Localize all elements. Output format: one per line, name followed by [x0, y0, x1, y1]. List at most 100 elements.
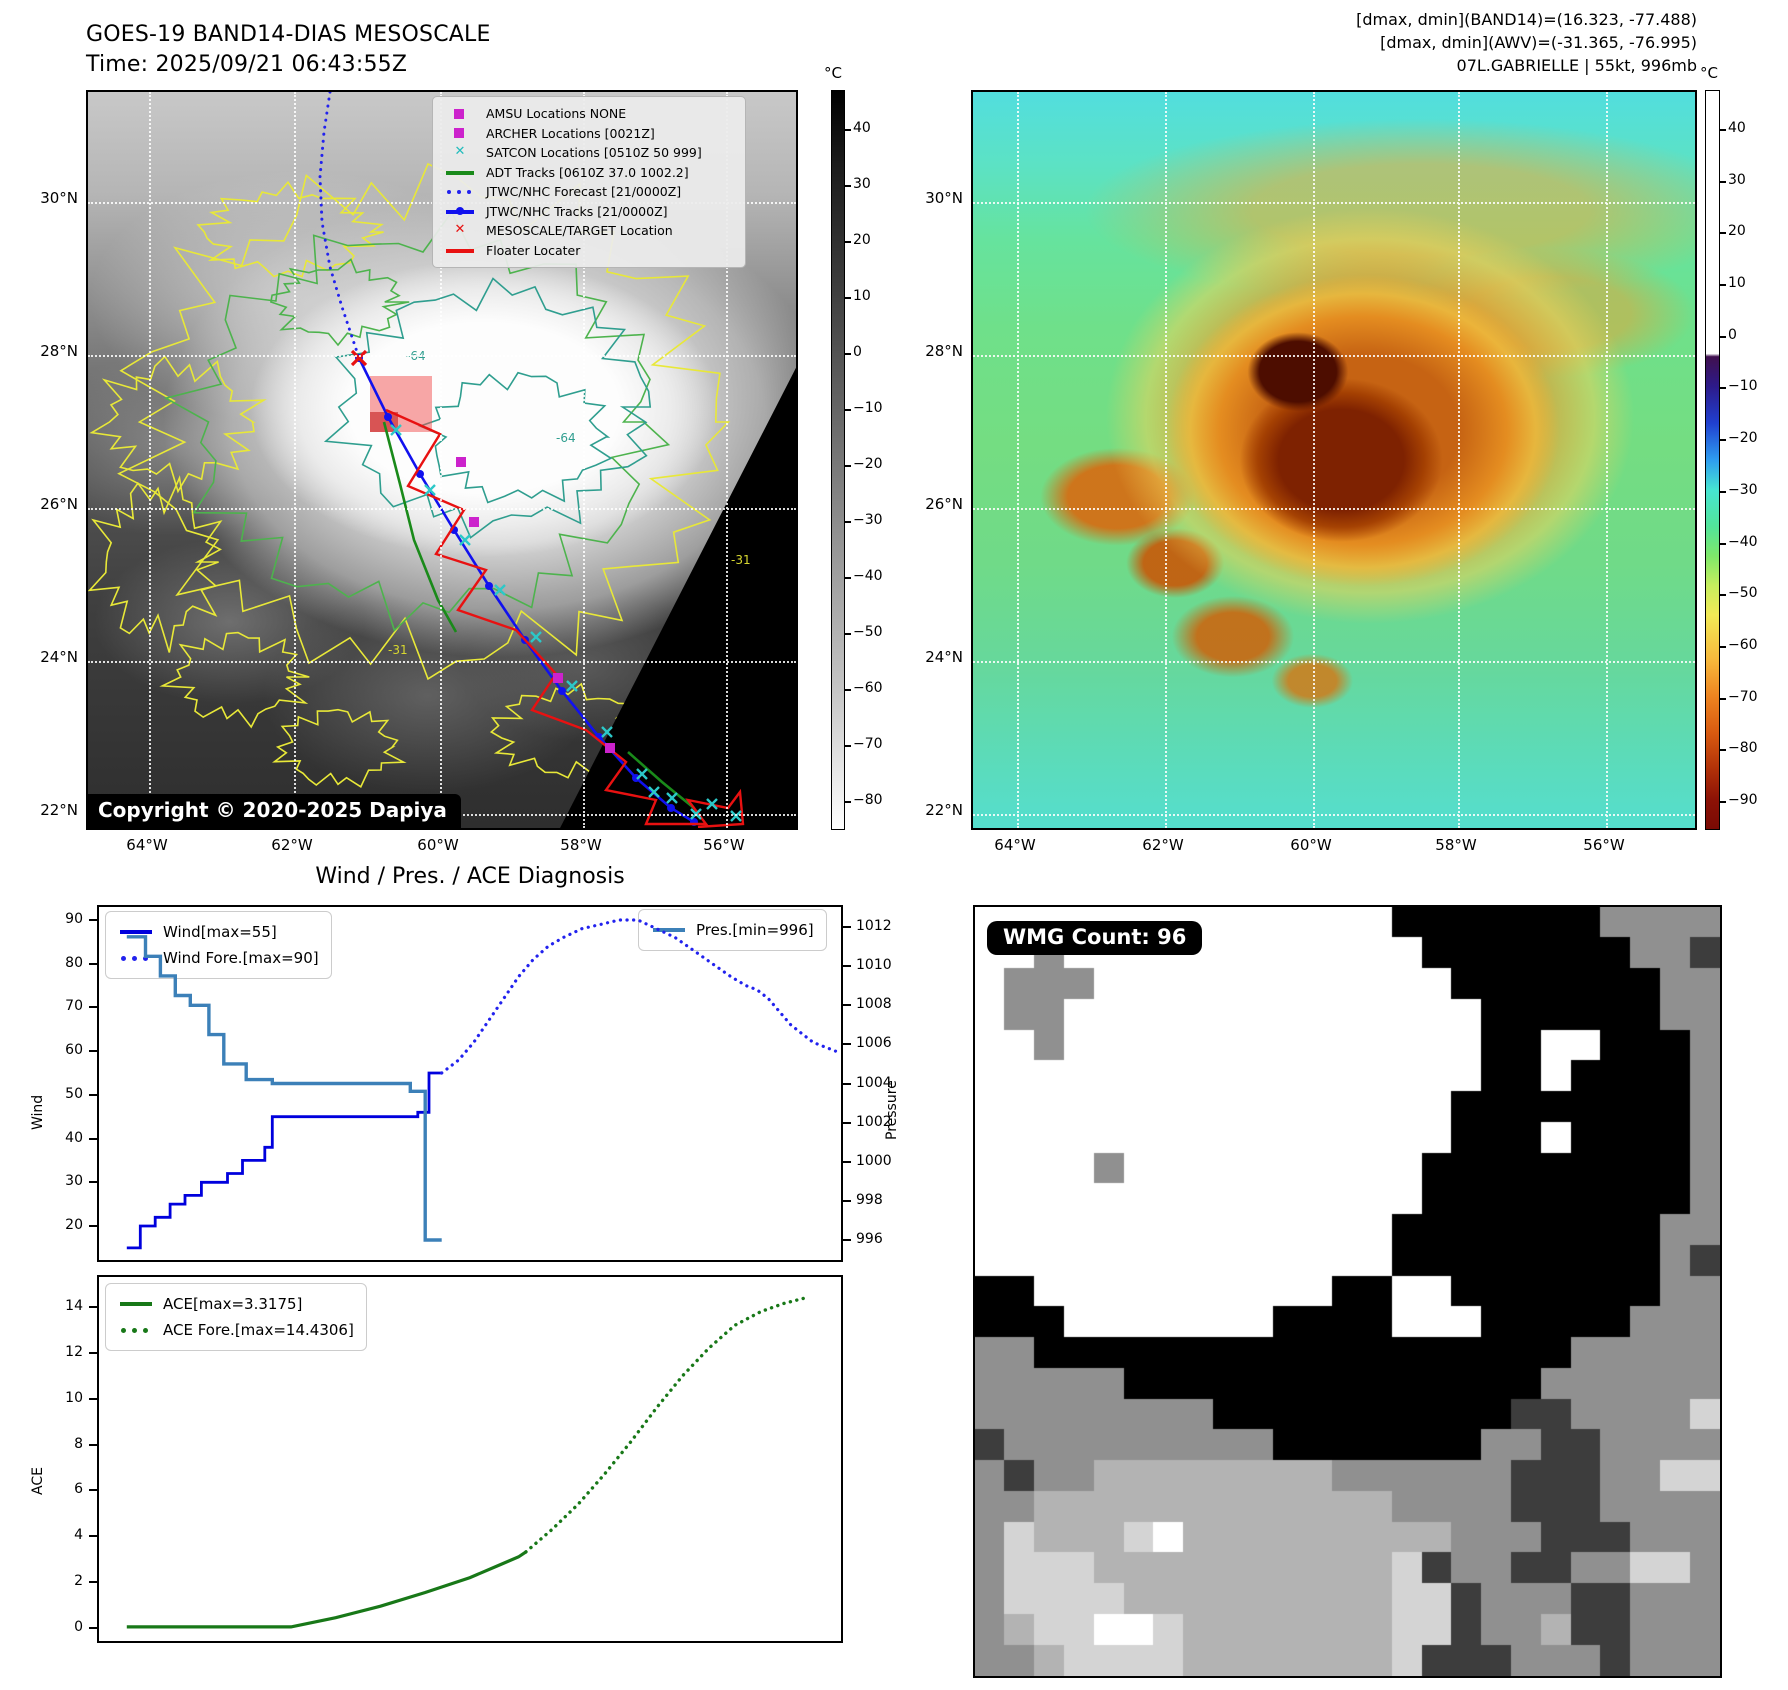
goes-colorbar-tick-label: −40 [853, 568, 883, 584]
goes-colorbar-tick-label: 20 [853, 232, 871, 248]
goes-colorbar-tick-mark [845, 801, 851, 803]
ir-lat-tick-label: 22°N [925, 801, 963, 819]
wind-axis-tick-label: 20 [65, 1216, 83, 1233]
wmg-count-badge: WMG Count: 96 [987, 921, 1203, 955]
ace-axis-tick-label: 6 [74, 1481, 83, 1498]
svg-text:-31: -31 [731, 553, 751, 567]
ir-colorbar-tick-label: 30 [1728, 171, 1746, 188]
line-swatch-icon [443, 243, 477, 257]
goes-satellite-map: -64 -64 -31 -31 AMSU Locations NONE ARCHER L… [86, 90, 798, 830]
grid-line-lon [1606, 92, 1608, 828]
goes-colorbar-tick-mark [845, 353, 851, 355]
ir-colorbar-tick-label: −20 [1728, 430, 1758, 447]
ace-axis-tick-mark [89, 1627, 97, 1629]
ace-legend: ACE[max=3.3175] ACE Fore.[max=14.4306] [105, 1283, 367, 1351]
chart-legend-label: Pres.[min=996] [696, 921, 814, 939]
dot-icon [121, 1328, 126, 1333]
goes-colorbar-unit: °C [824, 64, 842, 82]
map-legend-item: ARCHER Locations [0021Z] [443, 124, 735, 144]
ir-lon-tick-label: 56°W [1583, 836, 1625, 854]
pressure-axis-tick-mark [843, 1043, 851, 1046]
ace-axis-tick-label: 0 [74, 1619, 83, 1635]
goes-title-line2: Time: 2025/09/21 06:43:55Z [86, 52, 408, 77]
goes-lat-tick-label: 26°N [40, 495, 78, 513]
map-legend-label: JTWC/NHC Forecast [21/0000Z] [486, 184, 682, 200]
wind-axis-tick-mark [89, 962, 97, 965]
grid-line-lon [726, 92, 728, 828]
ir-colorbar-tick-mark [1720, 129, 1726, 131]
chart-legend-item: Wind[max=55] [118, 919, 319, 945]
ir-title-line3: 07L.GABRIELLE | 55kt, 996mb [1456, 56, 1697, 75]
map-legend-item: ✕ MESOSCALE/TARGET Location [443, 221, 735, 241]
map-legend-label: SATCON Locations [0510Z 50 999] [486, 145, 702, 161]
goes-colorbar-tick-mark [845, 241, 851, 243]
pressure-axis-tick-label: 1002 [856, 1113, 892, 1130]
pressure-axis-tick-label: 1008 [856, 996, 892, 1013]
pressure-axis-tick-label: 996 [856, 1231, 883, 1247]
ir-colorbar-tick-mark [1720, 594, 1726, 597]
chart-series-svg [126, 1296, 808, 1629]
goes-lat-tick-label: 22°N [40, 801, 78, 819]
line-icon [120, 930, 152, 934]
grid-line-lon [294, 92, 296, 828]
wind-axis-tick-label: 30 [65, 1173, 83, 1190]
map-legend-item: AMSU Locations NONE [443, 104, 735, 124]
grid-line-lon [149, 92, 151, 828]
dot-icon [447, 189, 451, 194]
goes-colorbar-tick-label: −70 [853, 736, 883, 752]
dotted-line-swatch-icon [118, 1323, 154, 1337]
diagnosis-title: Wind / Pres. / ACE Diagnosis [315, 864, 625, 889]
ir-colorbar-tick-mark [1720, 801, 1726, 803]
ir-colorbar-tick-label: 40 [1728, 120, 1746, 136]
grid-line-lat [973, 508, 1695, 510]
chart-legend-label: ACE[max=3.3175] [163, 1295, 303, 1313]
wind-axis-tick-label: 90 [65, 911, 83, 927]
x-marker-icon: ✕ [454, 143, 466, 159]
goes-colorbar-tick-mark [845, 129, 851, 131]
ir-colorbar-unit: °C [1700, 64, 1718, 82]
pressure-axis-tick-label: 1012 [856, 918, 892, 934]
wmg-panel: WMG Count: 96 [973, 905, 1722, 1678]
line-swatch-icon [446, 171, 474, 175]
square-icon [454, 128, 464, 139]
ace-axis-tick-mark [89, 1397, 97, 1400]
ir-colorbar-tick-mark [1720, 645, 1726, 648]
wind-axis-tick-label: 80 [65, 954, 83, 971]
goes-lat-tick-label: 24°N [40, 648, 78, 666]
goes-colorbar-tick-label: −30 [853, 512, 883, 528]
goes-colorbar-tick-label: −50 [853, 624, 883, 640]
grid-line-lat [973, 202, 1695, 204]
ace-axis-tick-mark [89, 1443, 97, 1446]
goes-colorbar-tick-mark [845, 745, 851, 747]
goes-lon-tick-label: 64°W [126, 836, 168, 854]
ir-lat-tick-label: 28°N [925, 342, 963, 360]
contours-and-tracks-overlay: -64-64-31-31 [88, 92, 796, 828]
wind-axis-tick-mark [89, 1181, 97, 1184]
ace-axis-tick-label: 2 [74, 1573, 83, 1590]
goes-colorbar [831, 90, 845, 830]
ir-colorbar-tick-label: 0 [1728, 326, 1737, 343]
ir-lon-tick-label: 62°W [1142, 836, 1184, 854]
line-icon [653, 928, 685, 932]
ir-colorbar [1705, 90, 1720, 830]
svg-text:-31: -31 [388, 643, 408, 657]
ir-satellite-map [971, 90, 1697, 830]
ir-colorbar-tick-mark [1720, 749, 1726, 752]
wind-axis-tick-label: 40 [65, 1129, 83, 1146]
goes-colorbar-tick-mark [845, 577, 851, 579]
dot-icon [457, 189, 461, 194]
ace-axis-tick-label: 4 [74, 1527, 83, 1544]
svg-text:-64: -64 [556, 431, 576, 445]
wind-axis-tick-mark [89, 1224, 97, 1227]
square-swatch-icon [443, 126, 477, 140]
latlon-grid-tr [973, 92, 1695, 828]
wmg-bitmap [975, 907, 1720, 1676]
chart-legend-label: Wind[max=55] [163, 923, 277, 941]
ir-colorbar-tick-mark [1720, 335, 1726, 338]
ir-colorbar-tick-label: 20 [1728, 223, 1746, 240]
ir-colorbar-tick-label: −30 [1728, 481, 1758, 498]
goes-colorbar-tick-label: 40 [853, 120, 871, 136]
square-swatch-icon [443, 107, 477, 121]
grid-line-lon [1313, 92, 1315, 828]
